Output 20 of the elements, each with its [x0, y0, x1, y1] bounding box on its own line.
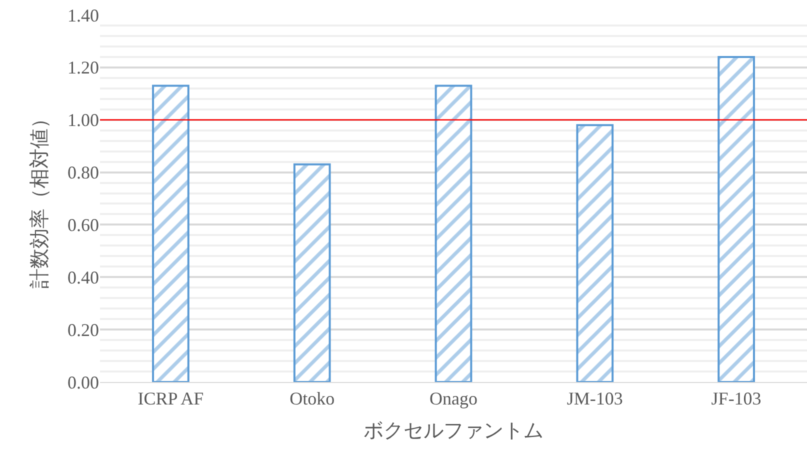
x-tick-label: ICRP AF: [138, 388, 204, 409]
x-tick-label: Otoko: [290, 388, 335, 409]
y-tick-label: 1.20: [68, 58, 99, 78]
x-tick-label: JM-103: [566, 388, 623, 409]
y-tick-label: 0.20: [68, 320, 99, 340]
y-tick-label: 1.40: [68, 5, 99, 26]
x-axis-title: ボクセルファントム: [364, 420, 544, 442]
bar: [434, 84, 472, 382]
x-tick-label: Onago: [430, 388, 478, 409]
y-axis-title: 計数効率（相対値）: [29, 108, 51, 288]
bar: [718, 56, 755, 382]
bar: [293, 163, 331, 382]
bar: [152, 84, 190, 382]
y-tick-label: 0.80: [68, 162, 99, 183]
y-tick-label: 0.40: [68, 267, 99, 288]
y-tick-label: 0.00: [68, 372, 99, 392]
y-tick-label: 1.00: [68, 110, 99, 130]
bar: [576, 124, 614, 382]
x-tick-label: JF-103: [711, 388, 762, 409]
y-tick-label: 0.60: [68, 215, 99, 236]
